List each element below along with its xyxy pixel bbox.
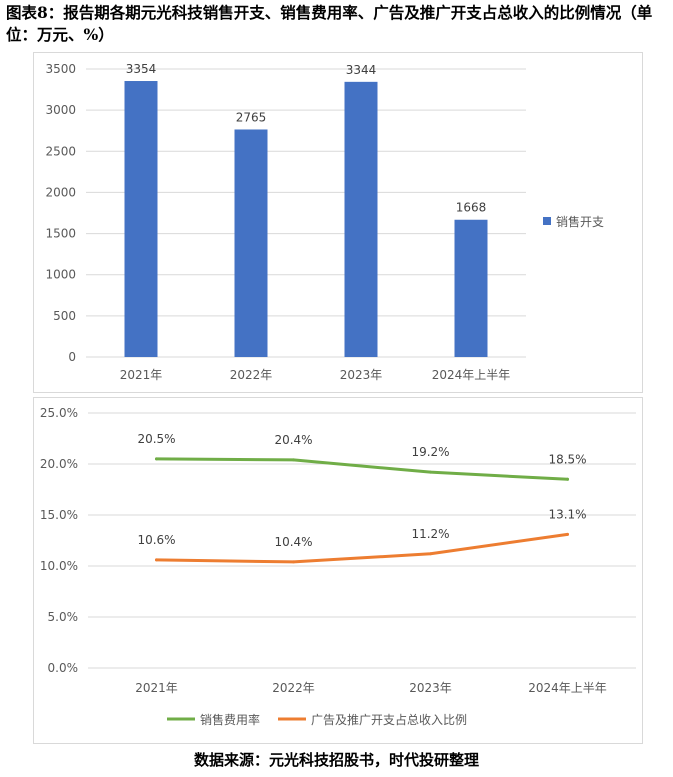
y-tick-label: 1500 <box>45 227 76 241</box>
y-tick-label: 1000 <box>45 268 76 282</box>
line-data-label: 20.4% <box>274 433 312 447</box>
x-tick-label: 2024年上半年 <box>432 368 511 382</box>
legend-label: 广告及推广开支占总收入比例 <box>311 712 467 727</box>
y-tick-label: 2000 <box>45 185 76 199</box>
x-tick-label: 2023年 <box>340 368 383 382</box>
data-point <box>566 532 569 536</box>
bar <box>454 219 488 357</box>
x-tick-label: 2023年 <box>409 681 452 695</box>
y-tick-label: 5.0% <box>48 610 79 624</box>
bar-data-label: 3354 <box>126 62 157 76</box>
line-data-label: 18.5% <box>548 452 586 466</box>
bar <box>344 81 378 357</box>
bar-data-label: 3344 <box>346 63 377 77</box>
data-point <box>155 457 158 461</box>
ad-ratio-line <box>155 532 569 564</box>
y-tick-label: 3000 <box>45 103 76 117</box>
line-data-label: 20.5% <box>137 432 175 446</box>
y-tick-label: 0 <box>68 350 76 364</box>
line-data-label: 19.2% <box>411 445 449 459</box>
ratio-line-chart: 0.0% 5.0% 10.0% 15.0% 20.0% 25.0% 2021年 2022年 20… <box>33 397 643 744</box>
y-tick-label: 0.0% <box>48 661 79 675</box>
bar-data-label: 2765 <box>236 110 267 124</box>
y-tick-label: 500 <box>53 309 76 323</box>
data-point <box>429 470 432 474</box>
bar <box>124 81 158 357</box>
line-chart-svg: 0.0% 5.0% 10.0% 15.0% 20.0% 25.0% 2021年 2022年 20… <box>40 406 636 727</box>
x-tick-label: 2022年 <box>272 681 315 695</box>
y-tick-label: 2500 <box>45 144 76 158</box>
sales-expense-bar-chart: 0 500 1000 1500 2000 2500 3000 3500 3354 2021年 276… <box>33 52 643 393</box>
data-point <box>292 458 295 462</box>
y-tick-label: 25.0% <box>40 406 78 420</box>
sales-rate-line <box>155 457 569 481</box>
y-tick-label: 15.0% <box>40 508 78 522</box>
page-title: 图表8：报告期各期元光科技销售开支、销售费用率、广告及推广开支占总收入的比例情况… <box>6 3 653 44</box>
legend-swatch <box>543 217 551 225</box>
line-data-label: 10.4% <box>274 535 312 549</box>
line-data-label: 13.1% <box>548 507 586 521</box>
legend-label: 销售开支 <box>556 214 604 229</box>
x-tick-label: 2022年 <box>230 368 273 382</box>
line-data-label: 10.6% <box>137 533 175 547</box>
data-point <box>429 552 432 556</box>
y-tick-label: 20.0% <box>40 457 78 471</box>
line-data-label: 11.2% <box>411 527 449 541</box>
bar-data-label: 1668 <box>456 201 487 215</box>
x-tick-label: 2021年 <box>120 368 163 382</box>
bar-chart-svg: 0 500 1000 1500 2000 2500 3000 3500 3354 2021年 276… <box>45 62 604 382</box>
bar <box>234 129 268 357</box>
x-tick-label: 2021年 <box>135 681 178 695</box>
data-point <box>292 560 295 564</box>
legend-label: 销售费用率 <box>200 712 260 727</box>
data-source-note: 数据来源：元光科技招股书，时代投研整理 <box>193 751 479 769</box>
y-tick-label: 10.0% <box>40 559 78 573</box>
data-point <box>155 558 158 562</box>
data-point <box>566 477 569 481</box>
x-tick-label: 2024年上半年 <box>528 681 607 695</box>
y-tick-label: 3500 <box>45 62 76 76</box>
